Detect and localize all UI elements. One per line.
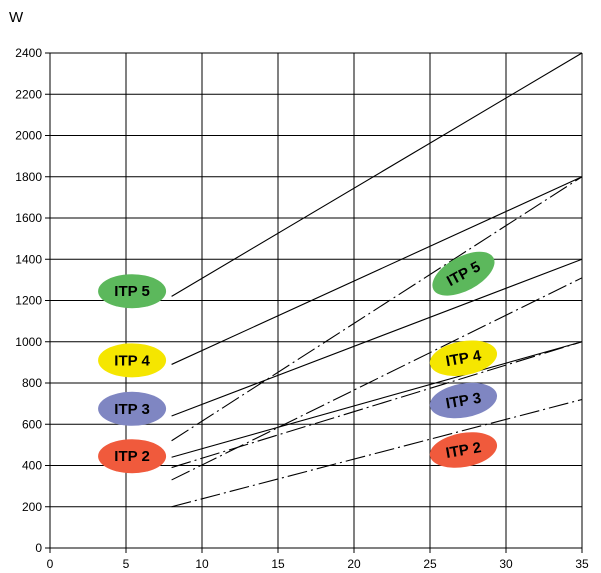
label-text: ITP 3 xyxy=(114,401,150,418)
series-line-itp-2-solid xyxy=(171,341,583,458)
series-label-itp-2: ITP 2 xyxy=(98,439,167,474)
x-tick-label: 35 xyxy=(575,557,589,571)
label-badge xyxy=(429,340,498,377)
label-badge xyxy=(98,274,167,309)
label-badge xyxy=(429,432,498,468)
label-text: ITP 4 xyxy=(445,347,484,370)
y-tick-label: 2000 xyxy=(15,129,42,143)
label-text: ITP 3 xyxy=(445,390,483,413)
y-tick-label: 2200 xyxy=(15,87,42,101)
series-line-itp-3-dash-dot xyxy=(171,341,583,469)
series-label-itp-5: ITP 5 xyxy=(98,274,167,309)
series-lines xyxy=(171,52,583,508)
y-tick-label: 400 xyxy=(22,459,42,473)
label-badge xyxy=(98,391,167,426)
label-badge xyxy=(429,382,498,419)
y-tick-label: 800 xyxy=(22,376,42,390)
x-tick-label: 5 xyxy=(123,557,130,571)
series-line-itp-5-dash-dot xyxy=(171,176,583,442)
series-labels: ITP 5 ITP 4 ITP 3 ITP 2 ITP 5 ITP 4 ITP 3 ITP 2 xyxy=(98,251,498,474)
y-axis-label: W xyxy=(9,9,24,26)
x-tick-label: 25 xyxy=(423,557,437,571)
label-text: ITP 2 xyxy=(114,448,150,465)
label-badge xyxy=(432,251,495,296)
y-tick-label: 1400 xyxy=(15,252,42,266)
series-line-itp-2-dash-dot xyxy=(171,398,583,508)
series-label-itp-4: ITP 4 xyxy=(429,340,498,377)
label-badge xyxy=(98,343,167,378)
y-tick-label: 600 xyxy=(22,417,42,431)
y-tick-label: 2400 xyxy=(15,46,42,60)
series-label-itp-4: ITP 4 xyxy=(98,343,167,378)
y-tick-label: 1000 xyxy=(15,335,42,349)
x-tick-label: 0 xyxy=(47,557,54,571)
series-label-itp-3: ITP 3 xyxy=(429,382,498,419)
y-tick-label: 0 xyxy=(35,541,42,555)
series-line-itp-4-solid xyxy=(171,176,583,365)
series-line-itp-5-solid xyxy=(171,52,583,297)
label-text: ITP 5 xyxy=(114,283,150,300)
axes: 0 5 10 15 20 25 30 35 0 200 400 600 800 1000 1200 1400 1… xyxy=(15,46,589,571)
series-label-itp-2: ITP 2 xyxy=(429,432,498,468)
y-tick-label: 200 xyxy=(22,500,42,514)
label-badge xyxy=(98,439,167,474)
label-text: ITP 4 xyxy=(114,352,150,369)
x-tick-label: 15 xyxy=(271,557,285,571)
y-tick-label: 1800 xyxy=(15,170,42,184)
x-tick-label: 10 xyxy=(195,557,209,571)
x-tick-label: 20 xyxy=(347,557,361,571)
x-tick-label: 30 xyxy=(499,557,513,571)
y-tick-label: 1200 xyxy=(15,294,42,308)
label-text: ITP 2 xyxy=(445,439,483,462)
y-tick-label: 1600 xyxy=(15,211,42,225)
series-label-itp-5: ITP 5 xyxy=(432,251,495,296)
series-label-itp-3: ITP 3 xyxy=(98,391,167,426)
series-line-itp-3-solid xyxy=(171,258,583,417)
